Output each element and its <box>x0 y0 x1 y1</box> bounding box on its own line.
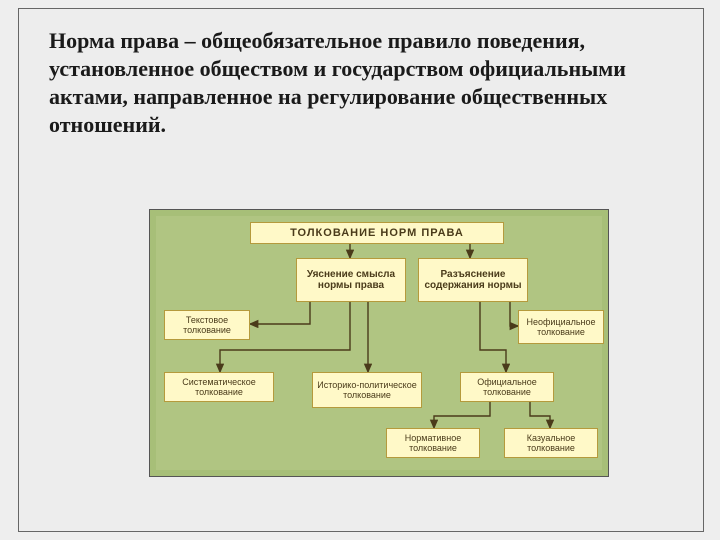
edge-ofic-kazual <box>530 402 550 428</box>
edge-razyas-ofic <box>480 302 506 372</box>
slide-heading: Норма права – общеобязательное правило п… <box>49 27 663 140</box>
node-textovoe: Текстовое толкование <box>164 310 250 340</box>
node-razyas: Разъяснение содержания нормы <box>418 258 528 302</box>
edge-ofic-normativ <box>434 402 490 428</box>
node-kazual: Казуальное толкование <box>504 428 598 458</box>
diagram-canvas: ТОЛКОВАНИЕ НОРМ ПРАВА Уяснение смысла нор… <box>149 209 609 477</box>
node-normativ: Нормативное толкование <box>386 428 480 458</box>
edge-razyas-neofic <box>510 302 518 326</box>
node-sistem: Систематическое толкование <box>164 372 274 402</box>
node-ofic: Официальное толкование <box>460 372 554 402</box>
edge-uyas-textovoe <box>250 302 310 324</box>
slide-frame: Норма права – общеобязательное правило п… <box>18 8 704 532</box>
node-title: ТОЛКОВАНИЕ НОРМ ПРАВА <box>250 222 504 244</box>
node-neofic: Неофициальное толкование <box>518 310 604 344</box>
node-istoriko: Историко-политическое толкование <box>312 372 422 408</box>
node-uyas: Уяснение смысла нормы права <box>296 258 406 302</box>
